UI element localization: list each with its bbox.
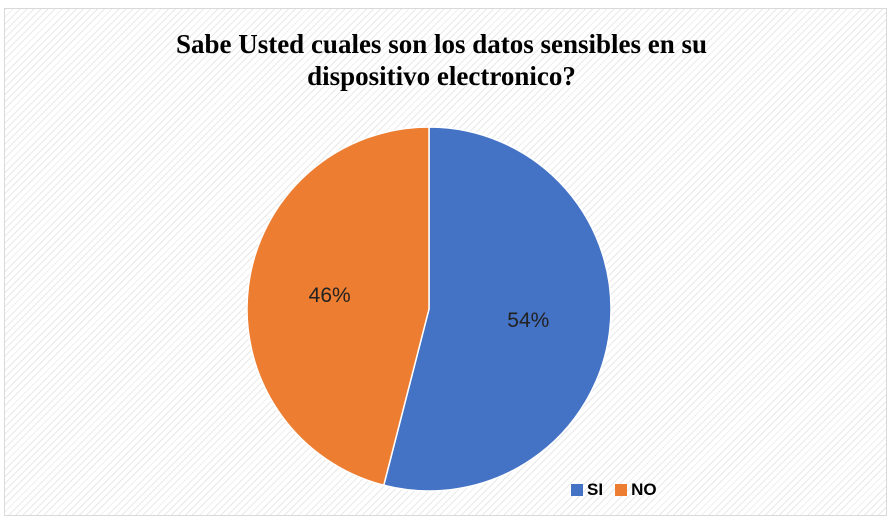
- legend-item-no: NO: [615, 480, 657, 500]
- pie-slice-no: [246, 126, 430, 487]
- legend-swatch-si: [571, 484, 583, 496]
- slice-label-si: 54%: [507, 309, 549, 332]
- legend-item-si: SI: [571, 480, 603, 500]
- chart-title: Sabe Usted cuales son los datos sensible…: [0, 28, 883, 92]
- chart-legend: SI NO: [571, 480, 669, 500]
- pie-labels: 54% 46%: [309, 284, 550, 332]
- legend-label-si: SI: [587, 480, 604, 499]
- legend-swatch-no: [615, 484, 628, 496]
- legend-label-no: NO: [631, 480, 657, 499]
- slice-label-no: 46%: [309, 284, 351, 307]
- pie-slices: [246, 126, 612, 492]
- chart-title-line-1: Sabe Usted cuales son los datos sensible…: [175, 29, 708, 59]
- pie-slice-si: [382, 126, 612, 492]
- chart-title-line-2: dispositivo electronico?: [307, 61, 576, 91]
